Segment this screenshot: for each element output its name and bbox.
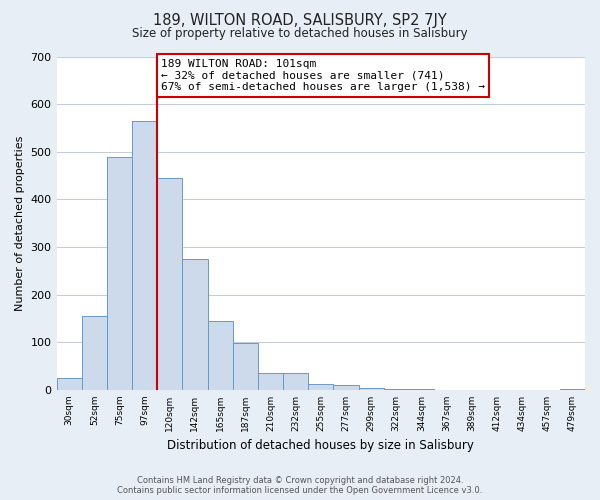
- Bar: [258, 374, 283, 390]
- Bar: [308, 384, 334, 390]
- Bar: [233, 344, 258, 390]
- Y-axis label: Number of detached properties: Number of detached properties: [15, 136, 25, 311]
- Bar: [56, 378, 82, 390]
- Bar: [182, 259, 208, 390]
- Text: 189 WILTON ROAD: 101sqm
← 32% of detached houses are smaller (741)
67% of semi-d: 189 WILTON ROAD: 101sqm ← 32% of detache…: [161, 59, 485, 92]
- Text: Size of property relative to detached houses in Salisbury: Size of property relative to detached ho…: [132, 28, 468, 40]
- Bar: [157, 178, 182, 390]
- Bar: [107, 156, 132, 390]
- Bar: [334, 385, 359, 390]
- Bar: [359, 388, 383, 390]
- Bar: [82, 316, 107, 390]
- Bar: [383, 388, 409, 390]
- Bar: [560, 389, 585, 390]
- Bar: [132, 121, 157, 390]
- Text: 189, WILTON ROAD, SALISBURY, SP2 7JY: 189, WILTON ROAD, SALISBURY, SP2 7JY: [153, 12, 447, 28]
- Bar: [208, 321, 233, 390]
- X-axis label: Distribution of detached houses by size in Salisbury: Distribution of detached houses by size …: [167, 440, 474, 452]
- Bar: [283, 374, 308, 390]
- Text: Contains HM Land Registry data © Crown copyright and database right 2024.
Contai: Contains HM Land Registry data © Crown c…: [118, 476, 482, 495]
